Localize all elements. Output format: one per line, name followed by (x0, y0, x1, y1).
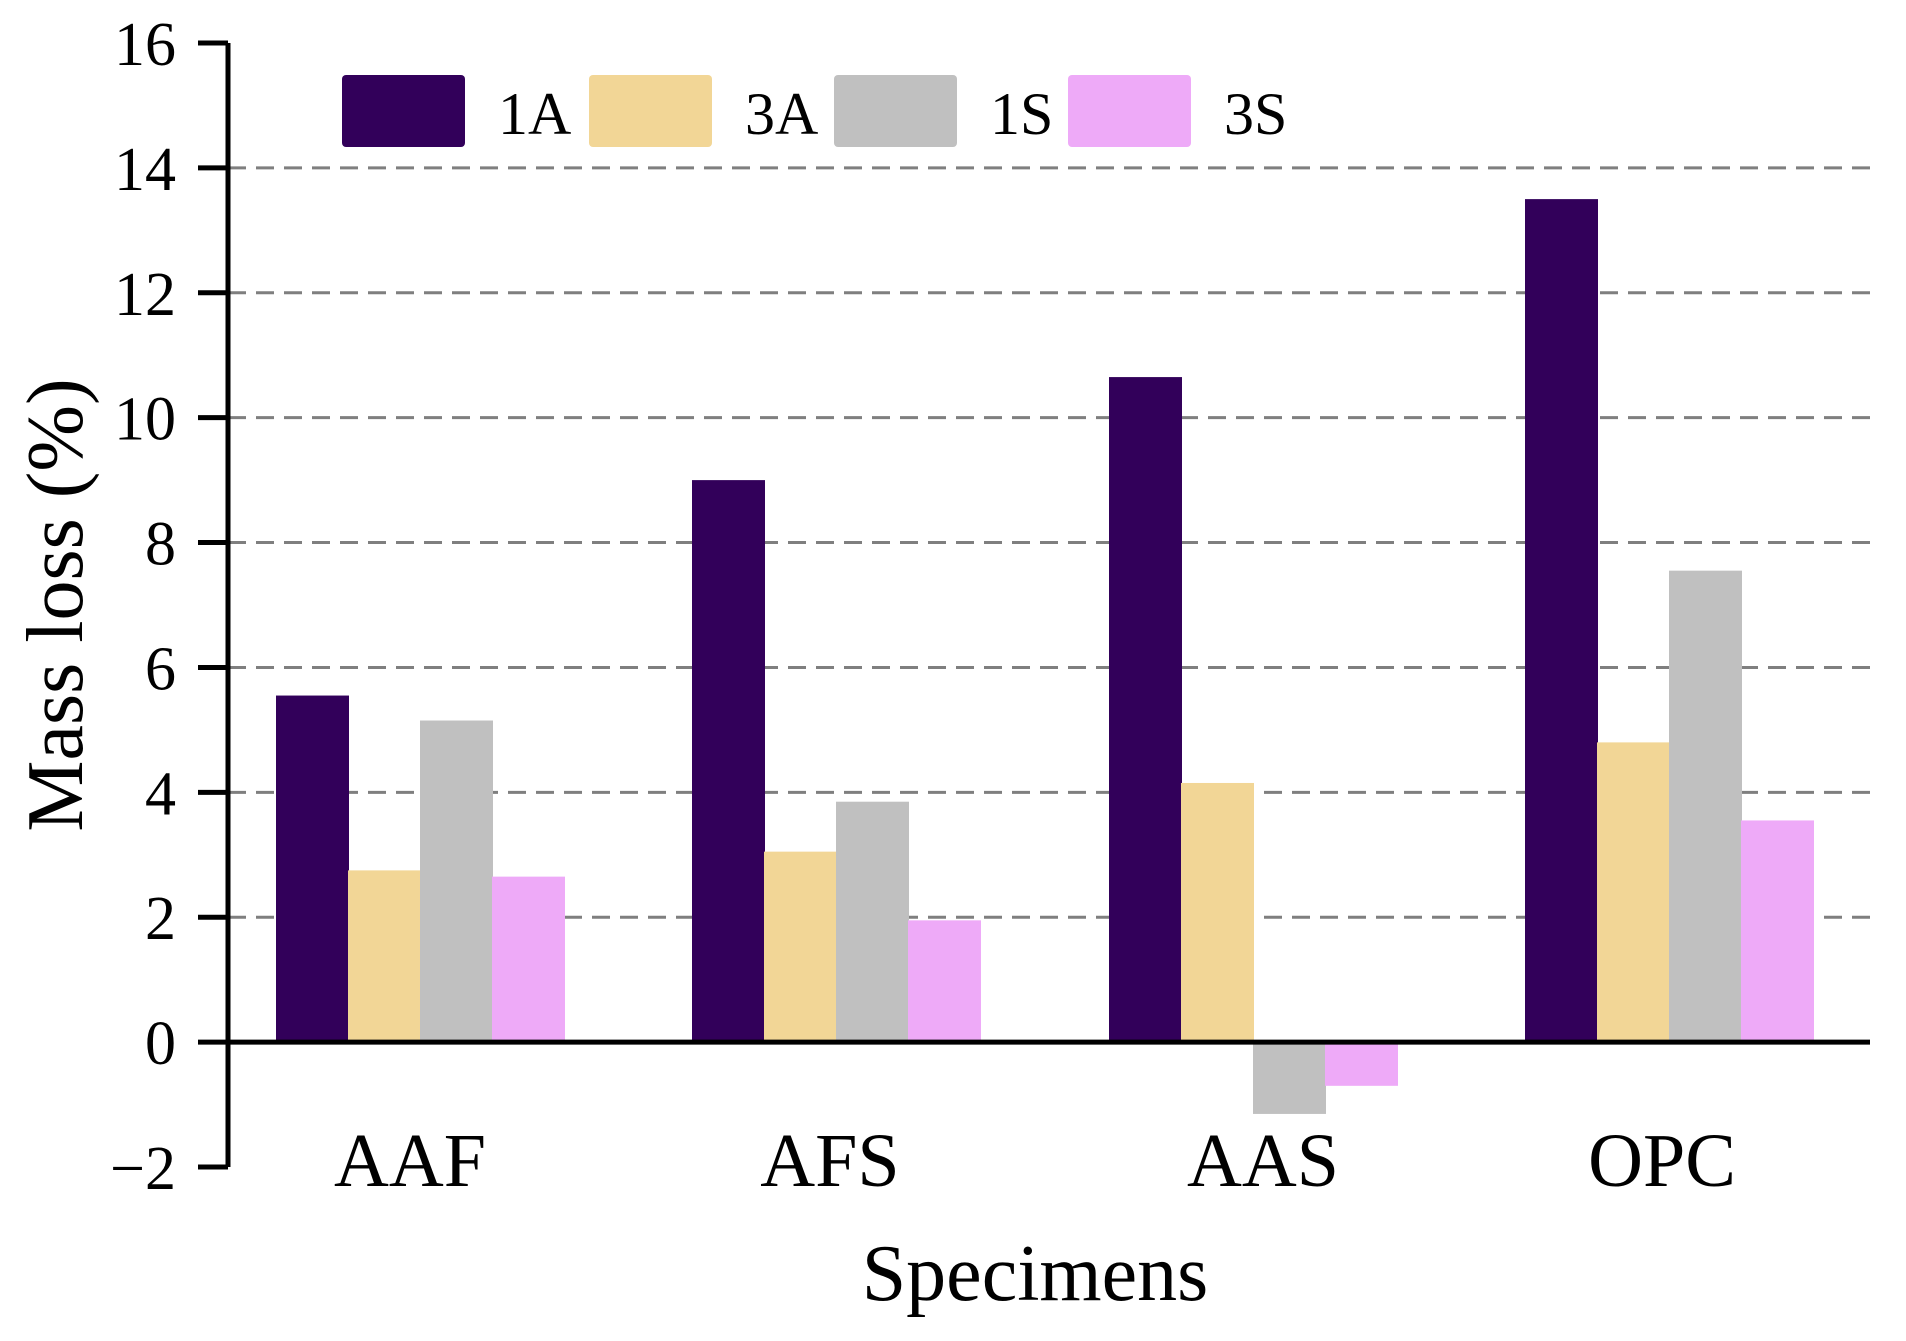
y-tick-label: 12 (114, 261, 176, 329)
legend-label-1a: 1A (498, 81, 571, 147)
legend-swatch-1a (342, 75, 465, 147)
bar-aaf-1a (276, 695, 349, 1043)
y-tick-label: 4 (145, 760, 176, 828)
y-axis-title: Mass loss (%) (12, 378, 100, 831)
bar-afs-1s (836, 801, 909, 1043)
bars (276, 199, 1814, 1114)
legend-swatch-3s (1068, 75, 1191, 147)
bar-aas-1s (1253, 1042, 1326, 1114)
y-tick-label: 2 (145, 885, 176, 953)
legend-label-1s: 1S (990, 81, 1053, 147)
y-tick-label: 10 (114, 386, 176, 454)
bar-aas-3a (1181, 782, 1254, 1043)
y-tick-label: 6 (145, 635, 176, 703)
bar-afs-1a (692, 480, 765, 1043)
axes: −2 0 2 4 6 8 10 12 14 16 AAF AFS AAS OPC (110, 11, 1870, 1203)
x-tick-label: AAF (334, 1119, 486, 1203)
legend-swatch-1s (834, 75, 957, 147)
y-tick-label: −2 (110, 1135, 176, 1203)
y-tick-label: 14 (114, 136, 176, 204)
legend-label-3a: 3A (745, 81, 818, 147)
legend-swatch-3a (589, 75, 712, 147)
x-tick-label: AAS (1187, 1119, 1339, 1203)
y-tick-label: 0 (145, 1010, 176, 1078)
bar-aaf-3a (348, 870, 421, 1043)
bar-aaf-3s (492, 876, 565, 1043)
bar-opc-1a (1525, 199, 1598, 1043)
legend-label-3s: 3S (1224, 81, 1287, 147)
bar-aas-1a (1109, 377, 1182, 1043)
y-tick-label: 8 (145, 511, 176, 579)
bar-afs-3s (908, 920, 981, 1043)
gridlines (228, 166, 1870, 919)
legend: 1A 3A 1S 3S (342, 75, 1287, 147)
bar-opc-3s (1741, 820, 1814, 1043)
bar-aas-3s (1325, 1042, 1398, 1086)
x-tick-label: OPC (1588, 1119, 1736, 1203)
bar-afs-3a (764, 851, 837, 1043)
bar-opc-3a (1597, 742, 1670, 1043)
bar-aaf-1s (420, 720, 493, 1043)
bar-opc-1s (1669, 570, 1742, 1043)
x-tick-label: AFS (760, 1119, 899, 1203)
x-axis-title: Specimens (862, 1230, 1209, 1318)
y-tick-label: 16 (114, 11, 176, 79)
